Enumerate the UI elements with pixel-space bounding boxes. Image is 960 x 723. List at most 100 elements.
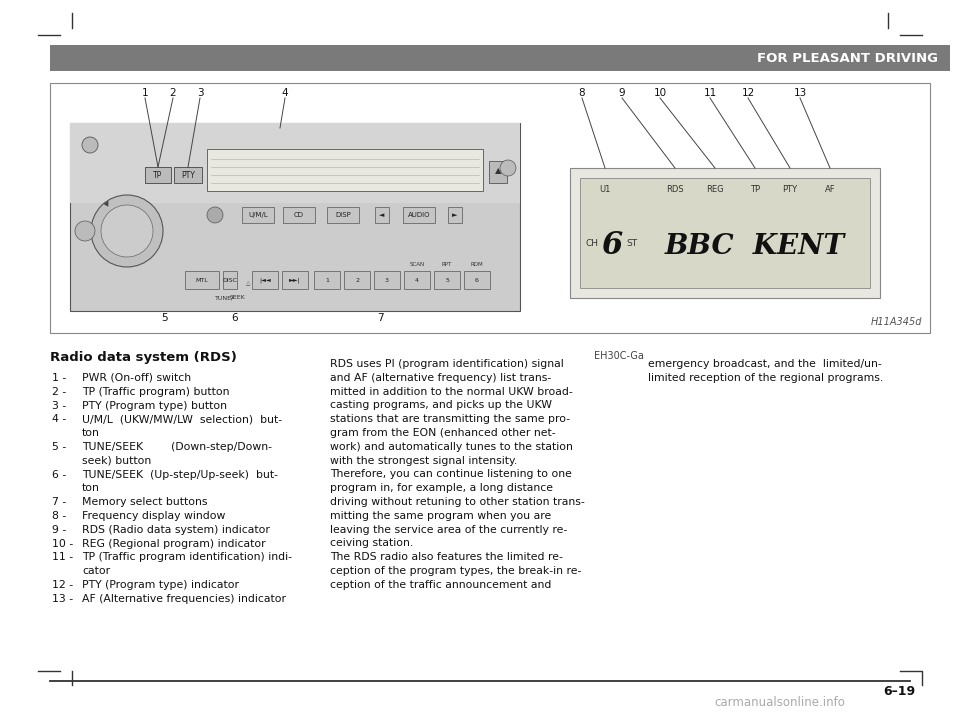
- Bar: [570, 168, 880, 298]
- Text: ►: ►: [452, 212, 458, 218]
- Bar: [145, 167, 171, 183]
- Text: 8 -: 8 -: [52, 511, 66, 521]
- Text: REG (Regional program) indicator: REG (Regional program) indicator: [82, 539, 266, 549]
- Text: △: △: [246, 281, 251, 286]
- Text: Memory select buttons: Memory select buttons: [82, 497, 207, 508]
- Text: ST: ST: [627, 239, 637, 247]
- Text: leaving the service area of the currently re-: leaving the service area of the currentl…: [330, 525, 567, 534]
- Text: mitted in addition to the normal UKW broad-: mitted in addition to the normal UKW bro…: [330, 387, 573, 397]
- Text: 9: 9: [618, 88, 625, 98]
- Circle shape: [500, 160, 516, 176]
- Text: 1: 1: [142, 88, 148, 98]
- Text: 3: 3: [197, 88, 204, 98]
- Bar: [185, 271, 219, 289]
- Bar: [50, 83, 930, 333]
- Text: 4: 4: [415, 278, 419, 283]
- Text: CD: CD: [294, 212, 304, 218]
- Text: driving without retuning to other station trans-: driving without retuning to other statio…: [330, 497, 585, 507]
- Text: BBC  KENT: BBC KENT: [665, 233, 845, 260]
- Text: RDS uses PI (program identification) signal: RDS uses PI (program identification) sig…: [330, 359, 564, 369]
- Text: 6: 6: [231, 313, 238, 323]
- Text: ceiving station.: ceiving station.: [330, 539, 413, 549]
- Text: casting programs, and picks up the UKW: casting programs, and picks up the UKW: [330, 401, 552, 411]
- Text: AF: AF: [825, 186, 835, 194]
- Bar: [70, 123, 520, 311]
- Bar: [242, 207, 274, 223]
- Text: ►►|: ►►|: [289, 277, 300, 283]
- Text: ception of the program types, the break-in re-: ception of the program types, the break-…: [330, 566, 582, 576]
- Bar: [252, 271, 278, 289]
- Circle shape: [101, 205, 153, 257]
- Text: AF (Alternative frequencies) indicator: AF (Alternative frequencies) indicator: [82, 594, 286, 604]
- Text: 6 -: 6 -: [52, 470, 66, 479]
- Text: RDS (Radio data system) indicator: RDS (Radio data system) indicator: [82, 525, 270, 535]
- Text: seek) button: seek) button: [82, 455, 152, 466]
- Text: 8: 8: [579, 88, 586, 98]
- Text: CH: CH: [586, 239, 598, 247]
- Bar: [282, 271, 308, 289]
- Text: H11A345d: H11A345d: [871, 317, 922, 327]
- Text: AUDIO: AUDIO: [408, 212, 430, 218]
- Circle shape: [75, 221, 95, 241]
- Bar: [434, 271, 460, 289]
- Text: U/M/L  (UKW/MW/LW  selection)  but-: U/M/L (UKW/MW/LW selection) but-: [82, 414, 282, 424]
- Text: 6: 6: [601, 231, 623, 262]
- Bar: [464, 271, 490, 289]
- Text: 2: 2: [355, 278, 359, 283]
- Text: 9 -: 9 -: [52, 525, 66, 535]
- Text: 10 -: 10 -: [52, 539, 73, 549]
- Text: PWR (On-off) switch: PWR (On-off) switch: [82, 373, 191, 383]
- Text: U/M/L: U/M/L: [248, 212, 268, 218]
- Text: TP: TP: [750, 186, 760, 194]
- Bar: [223, 271, 237, 289]
- Text: 12 -: 12 -: [52, 580, 73, 590]
- Text: with the strongest signal intensity.: with the strongest signal intensity.: [330, 455, 517, 466]
- Text: Frequency display window: Frequency display window: [82, 511, 226, 521]
- Text: work) and automatically tunes to the station: work) and automatically tunes to the sta…: [330, 442, 573, 452]
- Text: 11: 11: [704, 88, 716, 98]
- Text: TUNE/SEEK        (Down-step/Down-: TUNE/SEEK (Down-step/Down-: [82, 442, 272, 452]
- Text: ception of the traffic announcement and: ception of the traffic announcement and: [330, 580, 551, 590]
- Text: RDS: RDS: [666, 186, 684, 194]
- Text: ton: ton: [82, 428, 100, 438]
- Text: cator: cator: [82, 566, 110, 576]
- Bar: [50, 45, 950, 71]
- Text: and AF (alternative frequency) list trans-: and AF (alternative frequency) list tran…: [330, 373, 551, 382]
- Text: ◄: ◄: [379, 212, 385, 218]
- Text: 6–19: 6–19: [883, 685, 915, 698]
- Text: TUNE/SEEK  (Up-step/Up-seek)  but-: TUNE/SEEK (Up-step/Up-seek) but-: [82, 470, 278, 479]
- Text: RDM: RDM: [470, 262, 483, 267]
- Text: TP (Traffic program identification) indi-: TP (Traffic program identification) indi…: [82, 552, 292, 562]
- Text: FOR PLEASANT DRIVING: FOR PLEASANT DRIVING: [757, 51, 938, 64]
- Bar: [174, 167, 202, 183]
- Text: 6: 6: [475, 278, 479, 283]
- Text: stations that are transmitting the same pro-: stations that are transmitting the same …: [330, 414, 570, 424]
- Bar: [404, 271, 430, 289]
- Text: TP: TP: [154, 171, 162, 179]
- Text: TP (Traffic program) button: TP (Traffic program) button: [82, 387, 229, 397]
- Text: 4: 4: [281, 88, 288, 98]
- Bar: [580, 178, 870, 288]
- Text: DISP: DISP: [335, 212, 350, 218]
- Text: PTY: PTY: [181, 171, 195, 179]
- Text: ▲: ▲: [494, 166, 501, 176]
- Text: 3 -: 3 -: [52, 401, 66, 411]
- Text: REG: REG: [707, 186, 724, 194]
- Text: 2 -: 2 -: [52, 387, 66, 397]
- Text: Therefore, you can continue listening to one: Therefore, you can continue listening to…: [330, 469, 572, 479]
- Text: MTL: MTL: [196, 278, 208, 283]
- Text: emergency broadcast, and the  limited/un-: emergency broadcast, and the limited/un-: [648, 359, 881, 369]
- Text: 5: 5: [445, 278, 449, 283]
- Bar: [403, 207, 435, 223]
- Text: program in, for example, a long distance: program in, for example, a long distance: [330, 483, 553, 493]
- Bar: [489, 161, 507, 183]
- Text: 5: 5: [161, 313, 168, 323]
- Circle shape: [207, 207, 223, 223]
- Text: PTY (Program type) indicator: PTY (Program type) indicator: [82, 580, 239, 590]
- Text: SCAN: SCAN: [409, 262, 424, 267]
- Text: DISC: DISC: [223, 278, 237, 283]
- Bar: [207, 149, 483, 191]
- Text: TUNE/: TUNE/: [215, 295, 234, 300]
- Text: mitting the same program when you are: mitting the same program when you are: [330, 511, 551, 521]
- Text: 10: 10: [654, 88, 666, 98]
